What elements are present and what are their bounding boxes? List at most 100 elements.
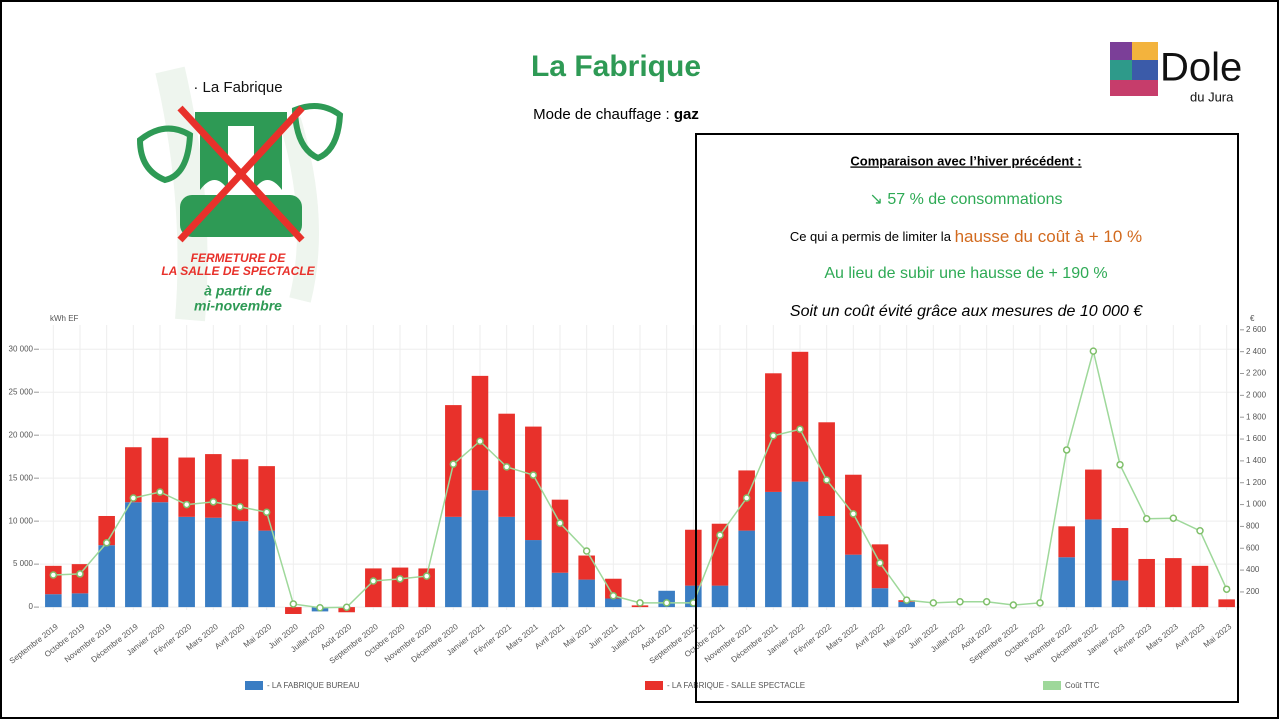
bar xyxy=(98,545,115,608)
bar xyxy=(1085,469,1102,520)
cost-point xyxy=(1116,460,1124,469)
limit-text: Ce qui a permis de limiter la xyxy=(790,229,952,244)
cost-point xyxy=(156,488,164,496)
cost-point xyxy=(822,476,831,484)
comparison-box xyxy=(695,133,1239,703)
poster-line: LA SALLE DE SPECTACLE xyxy=(161,264,315,278)
bar xyxy=(738,530,755,608)
heating-value: gaz xyxy=(674,106,699,123)
cost-point xyxy=(1036,599,1044,607)
bar xyxy=(45,594,62,608)
cost-point xyxy=(1089,347,1098,355)
bar xyxy=(711,585,729,608)
bar xyxy=(205,517,222,608)
cost-point xyxy=(556,519,564,527)
cost-point xyxy=(396,575,404,583)
bar xyxy=(445,516,462,608)
comparison-avoided: Soit un coût évité grâce aux mesures de … xyxy=(790,303,1143,320)
bar xyxy=(1165,558,1182,608)
cost-point xyxy=(1196,527,1204,535)
bar xyxy=(525,540,542,608)
y2-tick-label: 200 xyxy=(1246,587,1260,596)
y2-tick-label: 2 200 xyxy=(1246,369,1267,378)
bar xyxy=(151,437,169,503)
bar xyxy=(471,375,489,491)
cost-point xyxy=(956,598,964,606)
cost-point xyxy=(929,599,938,607)
cost-point xyxy=(102,539,111,547)
limit-value: hausse du coût à + 10 % xyxy=(955,227,1143,246)
comparison-consumption: ↘ 57 % de consommations xyxy=(869,191,1062,208)
bar xyxy=(258,530,275,608)
y-axis-label: kWh EF xyxy=(50,314,79,323)
bar xyxy=(898,601,915,608)
poster-line: mi-novembre xyxy=(194,298,282,314)
bar xyxy=(98,515,115,546)
cost-point xyxy=(849,510,858,518)
poster-name: · La Fabrique xyxy=(193,79,282,96)
cost-point xyxy=(449,460,458,468)
y-tick-label: 20 000 xyxy=(9,430,34,439)
y2-tick-label: 1 600 xyxy=(1246,434,1267,443)
bar xyxy=(258,466,275,531)
y2-tick-label: 2 400 xyxy=(1246,347,1267,356)
bar xyxy=(71,564,89,594)
bar xyxy=(551,499,569,573)
bar xyxy=(71,593,89,608)
y2-tick-label: 1 000 xyxy=(1246,500,1267,509)
cost-point xyxy=(609,592,618,600)
cost-point xyxy=(209,498,218,506)
bar xyxy=(1111,580,1129,608)
y2-tick-label: 1 200 xyxy=(1246,478,1267,487)
cost-point xyxy=(476,437,484,445)
y2-axis-label: € xyxy=(1250,314,1255,323)
cost-point xyxy=(182,500,191,509)
y-tick-label: 10 000 xyxy=(9,516,34,525)
cost-point xyxy=(289,600,298,608)
y2-tick-label: 2 000 xyxy=(1246,390,1267,399)
y2-tick-label: 600 xyxy=(1246,543,1260,552)
comparison-bg xyxy=(697,135,1237,325)
cost-point xyxy=(796,425,804,433)
cost-point xyxy=(342,603,351,611)
bar xyxy=(1138,558,1155,608)
legend-label: Coût TTC xyxy=(1065,681,1100,690)
heating-label: Mode de chauffage : xyxy=(533,106,670,123)
y-tick-label: 30 000 xyxy=(9,344,34,353)
bar xyxy=(125,502,142,608)
y2-tick-label: 1 800 xyxy=(1246,412,1267,421)
bar xyxy=(151,502,169,608)
bar xyxy=(685,529,702,586)
cost-point xyxy=(582,547,591,555)
cost-point xyxy=(49,571,58,579)
cost-point xyxy=(502,463,511,471)
bar xyxy=(871,588,889,608)
poster: · La Fabrique FERMETURE DE LA SALLE DE S… xyxy=(136,66,344,322)
bar xyxy=(1058,557,1075,608)
comparison-limit: Ce qui a permis de limiter la hausse du … xyxy=(790,227,1142,246)
cost-point xyxy=(316,604,324,612)
y2-tick-label: 2 600 xyxy=(1246,325,1267,334)
bar xyxy=(285,607,302,614)
cost-point xyxy=(76,570,84,578)
cost-point xyxy=(1009,601,1018,609)
bar xyxy=(471,490,489,608)
cost-point xyxy=(1222,585,1231,593)
cost-point xyxy=(982,598,991,606)
bar xyxy=(205,454,222,518)
bar xyxy=(578,579,595,608)
poster-line: à partir de xyxy=(204,283,272,299)
cost-point xyxy=(662,599,671,607)
bar xyxy=(1085,519,1102,608)
y-tick-label: 15 000 xyxy=(9,473,34,482)
cost-point xyxy=(529,471,538,479)
legend-swatch xyxy=(645,681,663,690)
legend-label: - LA FABRIQUE BUREAU xyxy=(267,681,360,690)
bar xyxy=(418,568,435,608)
bar xyxy=(711,523,729,586)
legend-swatch xyxy=(1043,681,1061,690)
cost-point xyxy=(1142,515,1151,523)
cost-point xyxy=(369,577,378,585)
bar xyxy=(578,555,595,580)
bar xyxy=(231,459,249,522)
